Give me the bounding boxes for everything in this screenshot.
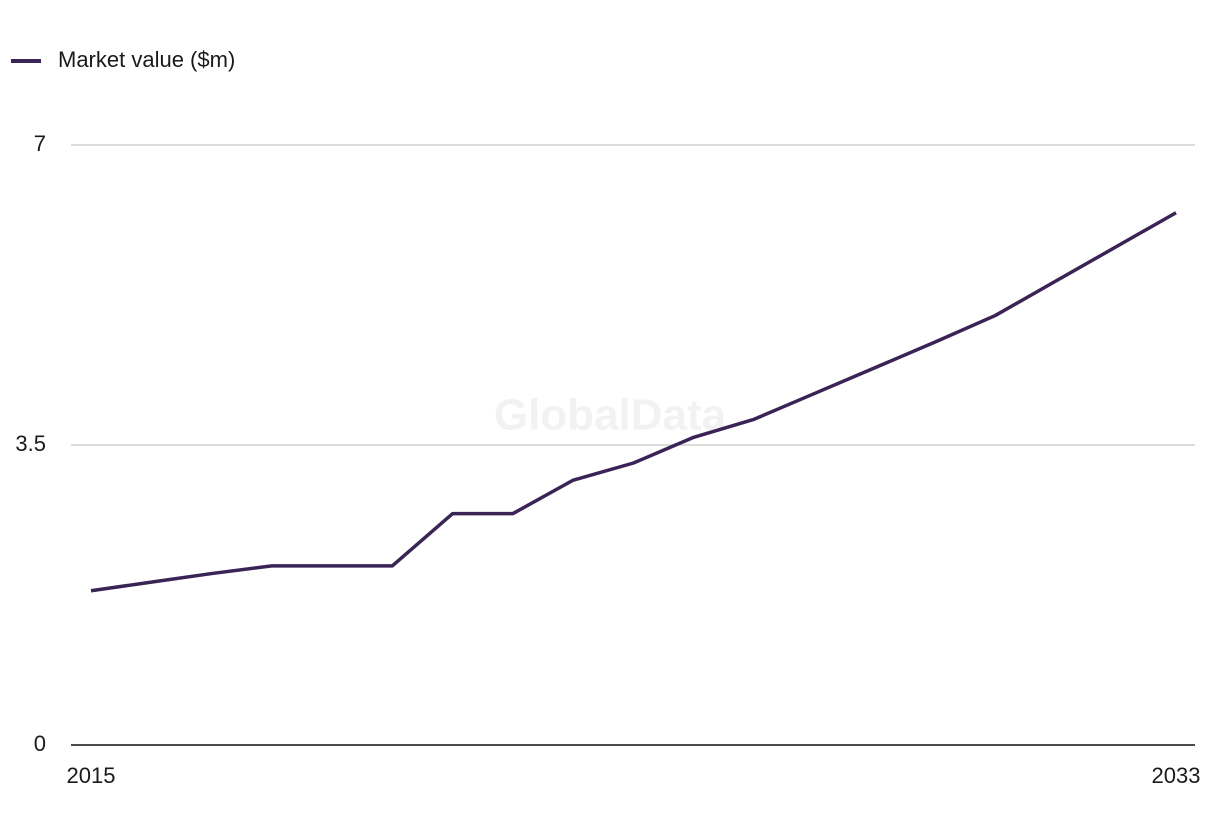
x-tick-label: 2015 xyxy=(67,763,116,788)
data-line xyxy=(90,211,1177,593)
legend-label: Market value ($m) xyxy=(58,47,235,72)
y-tick-label: 0 xyxy=(34,731,46,756)
y-tick-label: 7 xyxy=(34,131,46,156)
watermark: GlobalData xyxy=(494,391,727,440)
y-tick-label: 3.5 xyxy=(15,431,46,456)
x-tick-label: 2033 xyxy=(1152,763,1201,788)
